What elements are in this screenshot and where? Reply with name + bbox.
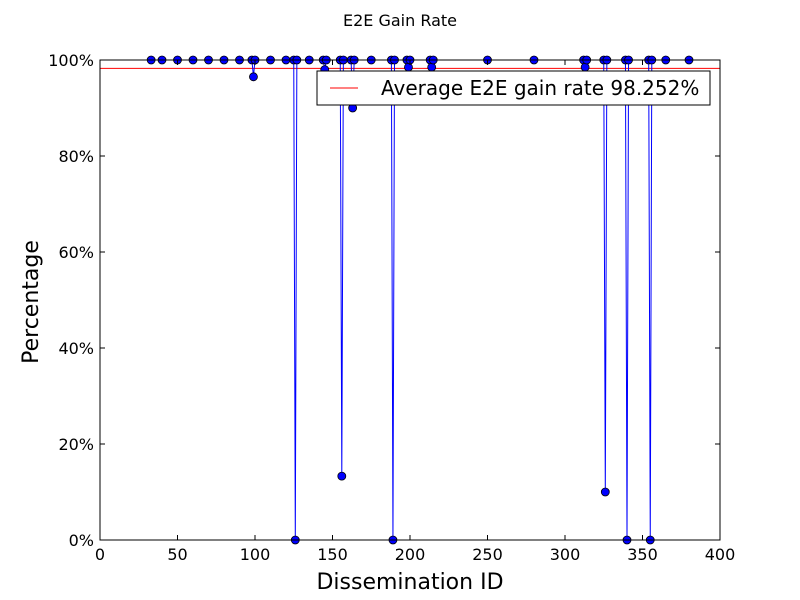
x-axis-title: Dissemination ID — [316, 570, 503, 595]
x-tick-label: 100 — [240, 545, 271, 564]
series-line — [151, 59, 689, 541]
x-tick-label: 50 — [167, 545, 187, 564]
y-tick-label: 0% — [69, 531, 94, 550]
data-point — [580, 62, 590, 72]
legend-label-average: Average E2E gain rate 98.252% — [381, 76, 699, 100]
y-tick-label: 20% — [58, 435, 94, 454]
data-point — [427, 62, 437, 72]
x-tick-label: 350 — [627, 545, 658, 564]
x-tick-label: 250 — [472, 545, 503, 564]
y-axis-title: Percentage — [19, 240, 44, 364]
x-tick-label: 200 — [395, 545, 426, 564]
y-tick-label: 40% — [58, 339, 94, 358]
data-point — [404, 62, 413, 72]
data-point — [600, 487, 610, 497]
x-tick-label: 150 — [317, 545, 348, 564]
data-point — [249, 72, 258, 82]
x-tick-label: 300 — [550, 545, 581, 564]
legend: Average E2E gain rate 98.252% — [316, 70, 711, 106]
y-tick-label: 60% — [58, 243, 94, 262]
y-tick-label: 80% — [58, 147, 94, 166]
x-tick-label: 400 — [705, 545, 736, 564]
y-tick-label: 100% — [48, 51, 94, 70]
data-point — [337, 471, 347, 481]
chart-title: E2E Gain Rate — [343, 11, 457, 30]
legend-box — [316, 70, 711, 106]
x-tick-label: 0 — [95, 545, 105, 564]
